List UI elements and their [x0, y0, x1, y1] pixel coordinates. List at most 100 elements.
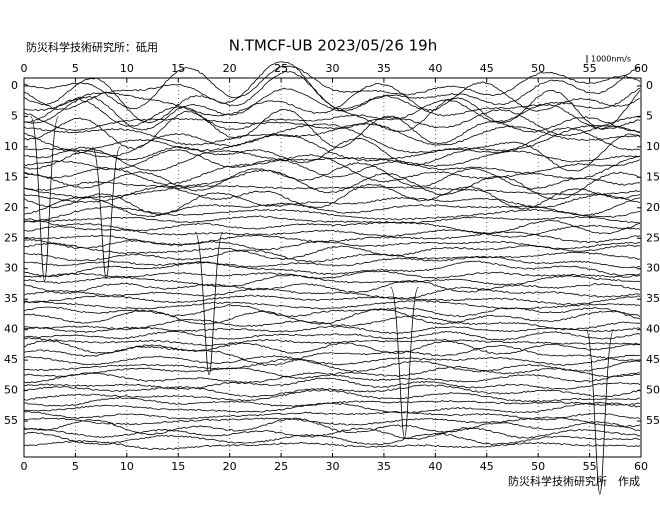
y-tick-label: 35 — [646, 292, 660, 305]
x-tick-label: 20 — [223, 62, 237, 75]
trace — [23, 223, 641, 238]
trace — [23, 354, 641, 367]
trace — [23, 314, 641, 331]
x-tick-label: 20 — [223, 460, 237, 473]
trace — [23, 417, 641, 436]
trace — [23, 377, 641, 390]
y-tick-label: 45 — [646, 353, 660, 366]
y-tick-label: 0 — [646, 79, 653, 92]
x-tick-label: 5 — [72, 460, 79, 473]
x-tick-label: 50 — [531, 460, 545, 473]
y-tick-label: 20 — [646, 201, 660, 214]
x-tick-label: 45 — [480, 62, 494, 75]
x-tick-label: 40 — [428, 460, 442, 473]
y-tick-label: 35 — [4, 292, 18, 305]
trace — [91, 146, 121, 279]
x-tick-label: 35 — [377, 62, 391, 75]
x-tick-label: 10 — [120, 460, 134, 473]
trace — [23, 192, 641, 216]
x-tick-label: 45 — [480, 460, 494, 473]
trace — [23, 123, 641, 146]
y-tick-label: 30 — [4, 262, 18, 275]
y-tick-label: 0 — [11, 79, 18, 92]
x-tick-label: 15 — [171, 460, 185, 473]
trace — [23, 150, 641, 172]
scale-label: 1000nm/s — [591, 55, 631, 64]
plot-frame — [23, 77, 642, 458]
x-tick-label: 35 — [377, 460, 391, 473]
y-tick-label: 55 — [646, 414, 660, 427]
x-tick-label: 5 — [72, 62, 79, 75]
trace — [23, 242, 641, 260]
trace — [23, 308, 641, 326]
trace — [23, 325, 641, 335]
trace — [23, 274, 641, 287]
y-tick-label: 25 — [4, 231, 18, 244]
trace — [23, 82, 641, 117]
trace — [23, 185, 641, 199]
x-tick-label: 0 — [21, 460, 28, 473]
footer: 防災科学技術研究所 作成 — [508, 474, 640, 488]
x-tick-label: 15 — [171, 62, 185, 75]
trace — [23, 279, 641, 295]
y-tick-label: 55 — [4, 414, 18, 427]
y-tick-label: 40 — [4, 323, 18, 336]
trace — [23, 123, 641, 154]
y-tick-label: 40 — [646, 323, 660, 336]
x-tick-label: 0 — [21, 62, 28, 75]
trace — [23, 154, 641, 185]
trace — [23, 344, 641, 366]
y-tick-label: 30 — [646, 262, 660, 275]
trace — [23, 260, 641, 278]
trace — [585, 329, 615, 495]
y-tick-label: 5 — [11, 109, 18, 122]
trace — [23, 205, 641, 223]
y-tick-label: 10 — [646, 140, 660, 153]
x-tick-label: 25 — [274, 62, 288, 75]
x-tick-label: 10 — [120, 62, 134, 75]
trace — [23, 87, 641, 133]
y-tick-label: 5 — [646, 109, 653, 122]
y-tick-label: 25 — [646, 231, 660, 244]
trace — [23, 416, 641, 428]
x-tick-label: 55 — [583, 460, 597, 473]
x-tick-label: 60 — [634, 460, 648, 473]
x-tick-label: 50 — [531, 62, 545, 75]
trace — [23, 127, 641, 162]
trace — [23, 65, 641, 110]
y-tick-label: 50 — [4, 384, 18, 397]
trace — [23, 294, 641, 306]
y-tick-label: 15 — [4, 170, 18, 183]
trace — [23, 149, 641, 178]
x-tick-label: 30 — [326, 460, 340, 473]
trace — [23, 337, 641, 347]
trace — [23, 133, 641, 172]
trace — [23, 330, 641, 341]
y-tick-label: 20 — [4, 201, 18, 214]
trace — [23, 300, 641, 310]
trace — [23, 196, 641, 218]
trace — [23, 365, 640, 379]
station-label: 防災科学技術研究所：砥用 — [26, 40, 158, 54]
y-tick-label: 10 — [4, 140, 18, 153]
y-tick-label: 50 — [646, 384, 660, 397]
y-tick-label: 15 — [646, 170, 660, 183]
trace — [23, 108, 641, 137]
trace — [23, 70, 641, 124]
x-tick-label: 40 — [428, 62, 442, 75]
trace — [194, 231, 224, 376]
x-tick-label: 30 — [326, 62, 340, 75]
y-tick-label: 45 — [4, 353, 18, 366]
trace — [24, 431, 641, 446]
trace — [390, 286, 419, 439]
trace — [23, 215, 641, 224]
x-tick-label: 25 — [274, 460, 288, 473]
x-tick-label: 55 — [583, 62, 597, 75]
trace — [23, 358, 641, 373]
trace — [30, 115, 59, 282]
chart-title: N.TMCF-UB 2023/05/26 19h — [229, 37, 437, 55]
trace — [23, 389, 641, 403]
x-tick-label: 60 — [634, 62, 648, 75]
